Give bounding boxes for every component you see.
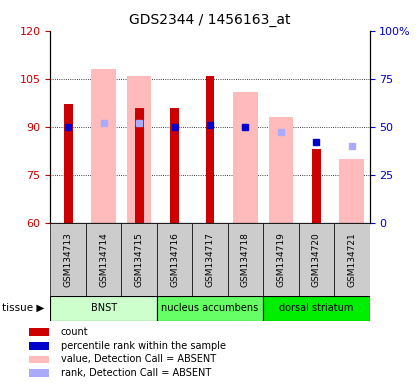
Bar xyxy=(299,223,334,296)
Bar xyxy=(29,342,49,349)
Text: GSM134713: GSM134713 xyxy=(64,232,73,286)
Text: count: count xyxy=(61,327,89,337)
Text: BNST: BNST xyxy=(91,303,117,313)
Bar xyxy=(29,356,49,363)
Text: GSM134720: GSM134720 xyxy=(312,232,321,286)
Bar xyxy=(86,223,121,296)
Bar xyxy=(29,369,49,377)
Bar xyxy=(135,108,144,223)
Bar xyxy=(157,223,192,296)
Text: dorsal striatum: dorsal striatum xyxy=(279,303,354,313)
Bar xyxy=(263,223,299,296)
Bar xyxy=(50,223,86,296)
Bar xyxy=(170,108,179,223)
Bar xyxy=(334,223,370,296)
Text: GSM134721: GSM134721 xyxy=(347,232,356,286)
Text: tissue ▶: tissue ▶ xyxy=(2,303,45,313)
Text: GDS2344 / 1456163_at: GDS2344 / 1456163_at xyxy=(129,13,291,27)
Bar xyxy=(91,69,116,223)
Bar xyxy=(157,296,263,321)
Bar xyxy=(268,117,293,223)
Bar xyxy=(312,149,321,223)
Bar xyxy=(192,223,228,296)
Bar xyxy=(64,104,73,223)
Bar xyxy=(339,159,364,223)
Bar xyxy=(228,223,263,296)
Text: percentile rank within the sample: percentile rank within the sample xyxy=(61,341,226,351)
Bar xyxy=(263,296,370,321)
Text: rank, Detection Call = ABSENT: rank, Detection Call = ABSENT xyxy=(61,368,211,378)
Text: nucleus accumbens: nucleus accumbens xyxy=(161,303,259,313)
Bar xyxy=(50,296,157,321)
Text: GSM134717: GSM134717 xyxy=(205,232,215,286)
Text: GSM134719: GSM134719 xyxy=(276,232,286,286)
Text: GSM134718: GSM134718 xyxy=(241,232,250,286)
Bar xyxy=(205,76,215,223)
Bar xyxy=(29,328,49,336)
Text: GSM134716: GSM134716 xyxy=(170,232,179,286)
Text: GSM134714: GSM134714 xyxy=(99,232,108,286)
Bar xyxy=(233,91,258,223)
Bar xyxy=(121,223,157,296)
Bar xyxy=(127,76,152,223)
Text: value, Detection Call = ABSENT: value, Detection Call = ABSENT xyxy=(61,354,216,364)
Text: GSM134715: GSM134715 xyxy=(134,232,144,286)
